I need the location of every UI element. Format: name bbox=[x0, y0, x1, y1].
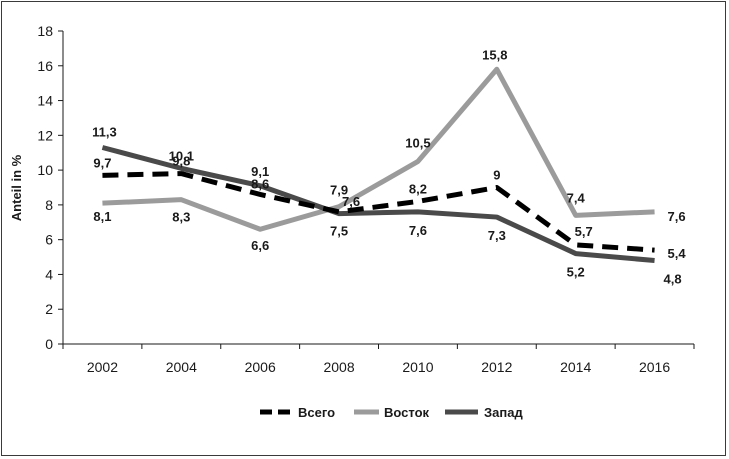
data-label: 8,1 bbox=[93, 209, 111, 224]
series-line-1 bbox=[102, 66, 655, 232]
data-label: 6,6 bbox=[251, 238, 269, 253]
axes: 0 2 4 6 8 10 12 14 16 18 2002 2004 2006 2008 2010 2012 2… bbox=[37, 23, 695, 375]
data-label: 9,1 bbox=[251, 164, 269, 179]
data-label: 7,6 bbox=[409, 223, 427, 238]
data-label: 10,5 bbox=[405, 135, 430, 150]
data-label: 9,7 bbox=[93, 155, 111, 170]
y-axis-title: Anteil in % bbox=[9, 154, 24, 221]
series-line-0 bbox=[102, 171, 655, 253]
data-label: 7,9 bbox=[330, 183, 348, 198]
data-label: 9,8 bbox=[172, 154, 190, 169]
legend-label: Восток bbox=[384, 405, 430, 420]
x-tick-label: 2002 bbox=[87, 359, 118, 375]
data-label: 7,4 bbox=[567, 190, 586, 205]
data-label: 7,6 bbox=[342, 194, 360, 209]
series-lines bbox=[101, 66, 655, 264]
legend: Всего Восток Запад bbox=[260, 405, 523, 420]
y-tick-label: 12 bbox=[37, 127, 53, 143]
data-label: 15,8 bbox=[482, 47, 507, 62]
y-tick-label: 18 bbox=[37, 23, 53, 39]
y-tick-label: 0 bbox=[45, 336, 53, 352]
data-label: 5,2 bbox=[567, 265, 585, 280]
x-tick-label: 2004 bbox=[166, 359, 197, 375]
data-label: 11,3 bbox=[92, 125, 117, 140]
y-tick-label: 6 bbox=[45, 232, 53, 248]
y-tick-label: 2 bbox=[45, 301, 53, 317]
data-label: 7,5 bbox=[330, 224, 348, 239]
x-tick-label: 2012 bbox=[481, 359, 512, 375]
data-label: 5,7 bbox=[575, 224, 593, 239]
data-label: 9 bbox=[493, 168, 500, 183]
data-label: 5,4 bbox=[668, 246, 687, 261]
legend-label: Запад bbox=[484, 405, 523, 420]
data-label: 10,1 bbox=[169, 148, 194, 163]
x-tick-label: 2014 bbox=[560, 359, 591, 375]
legend-label: Всего bbox=[298, 405, 335, 420]
y-tick-label: 16 bbox=[37, 58, 53, 74]
data-label: 4,8 bbox=[664, 272, 682, 287]
y-tick-label: 4 bbox=[45, 266, 53, 282]
data-labels: 9,7 9,8 8,6 7,6 8,2 9 5,7 5,4 8,1 8,3 6,6 7,9 10,5 15… bbox=[92, 47, 686, 286]
series-line-2 bbox=[101, 145, 655, 264]
x-tick-label: 2006 bbox=[245, 359, 276, 375]
y-tick-label: 10 bbox=[37, 162, 53, 178]
y-tick-label: 14 bbox=[37, 93, 53, 109]
x-tick-label: 2008 bbox=[323, 359, 354, 375]
x-tick-label: 2016 bbox=[639, 359, 670, 375]
data-label: 7,3 bbox=[488, 228, 506, 243]
y-tick-label: 8 bbox=[45, 197, 53, 213]
x-tick-label: 2010 bbox=[402, 359, 433, 375]
data-label: 8,2 bbox=[409, 181, 427, 196]
data-label: 8,3 bbox=[172, 210, 190, 225]
data-label: 8,6 bbox=[251, 176, 269, 191]
data-label: 7,6 bbox=[668, 209, 686, 224]
